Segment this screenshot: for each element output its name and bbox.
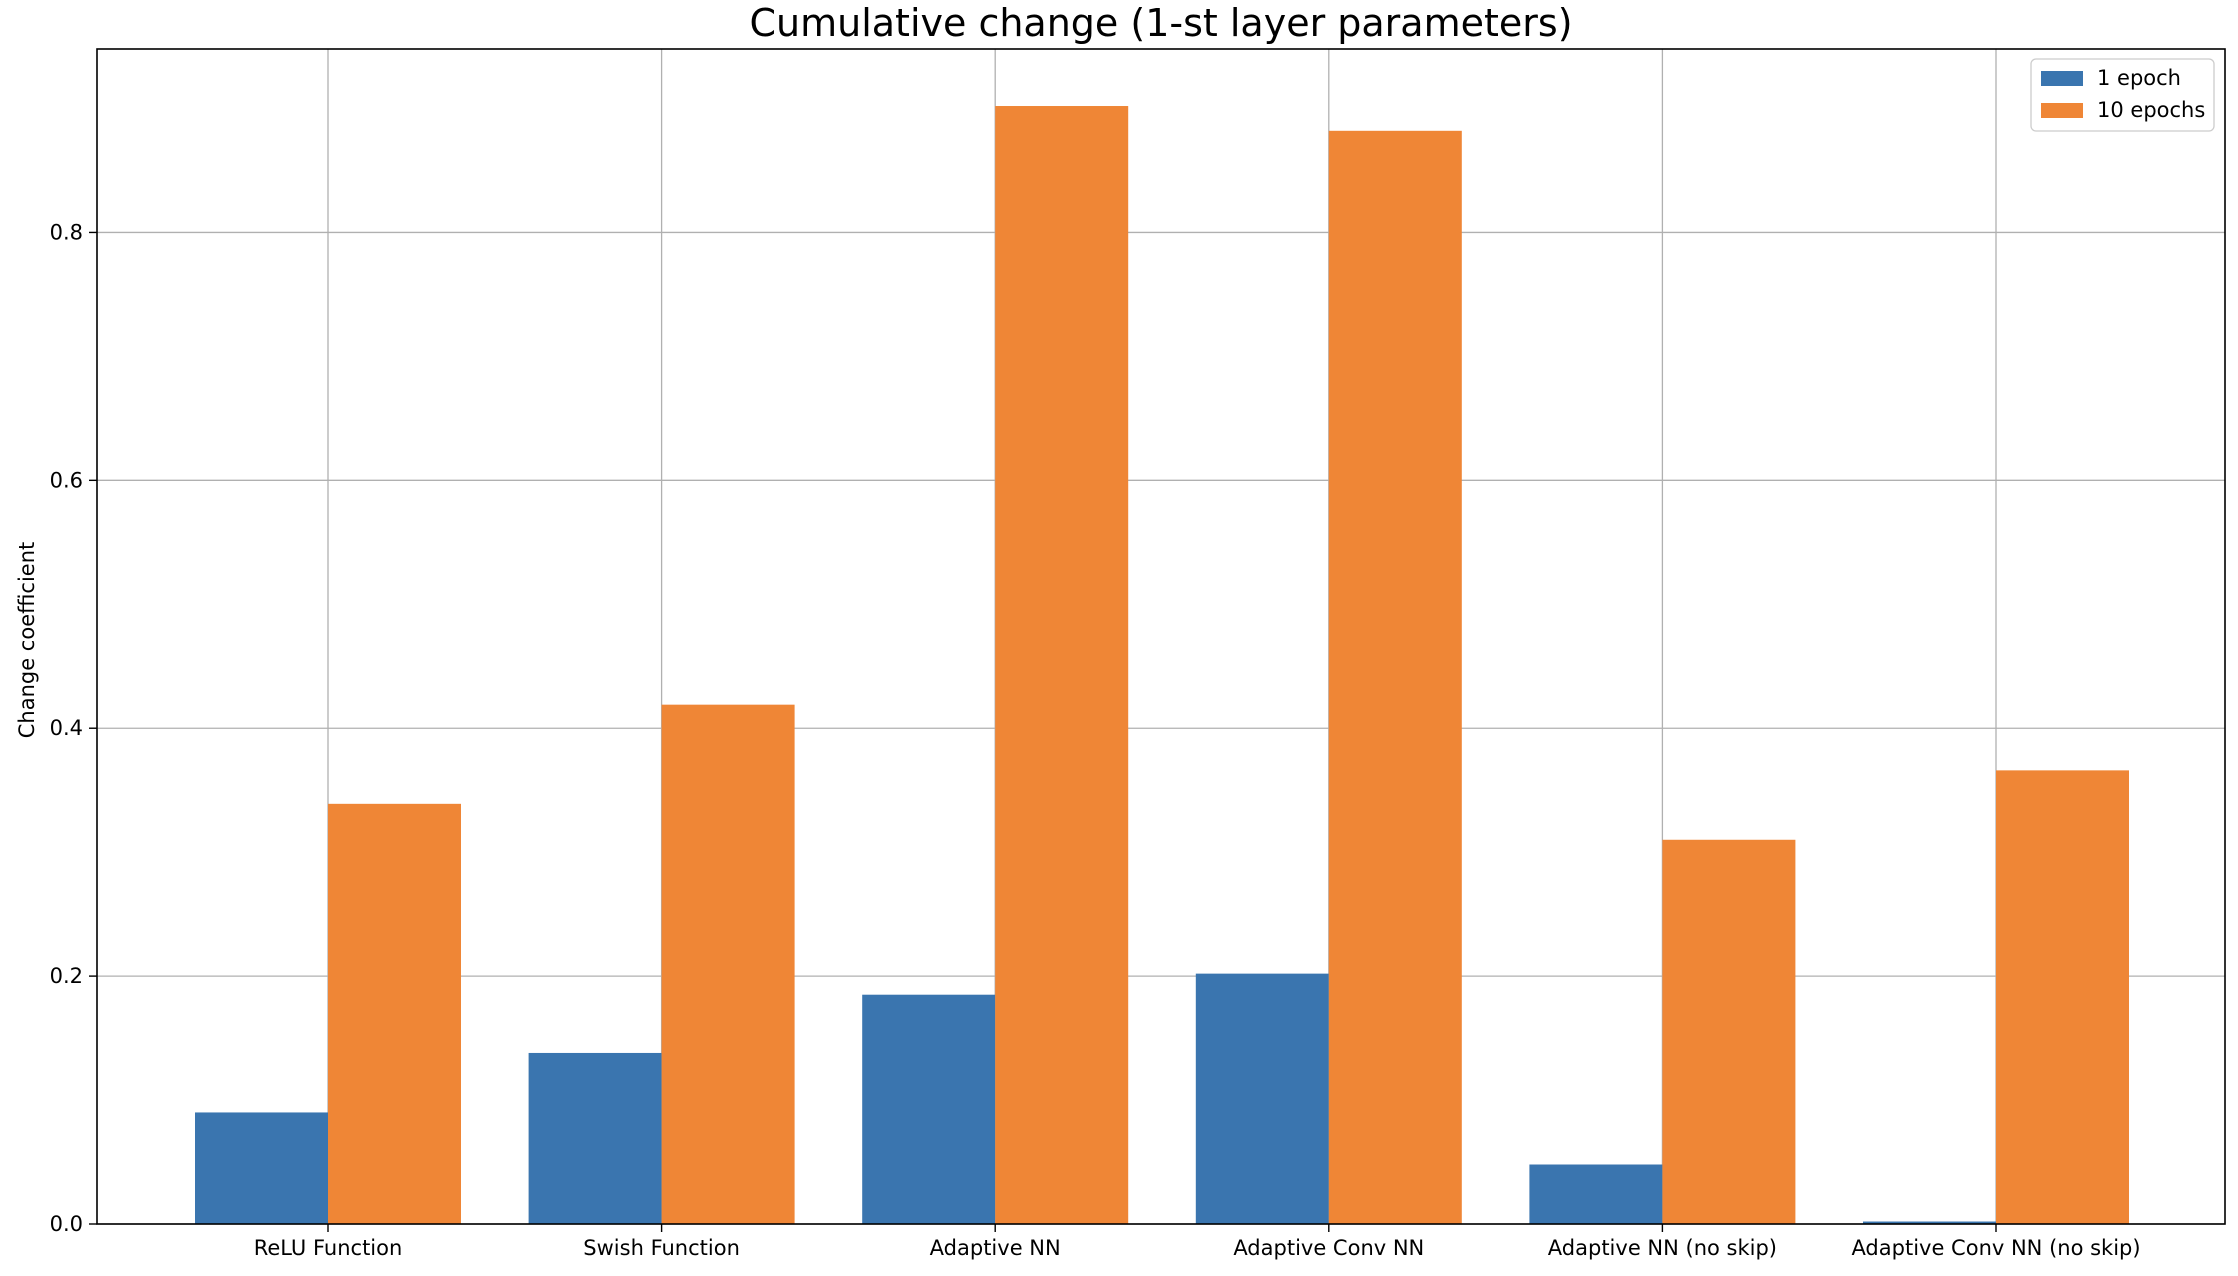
- legend-label: 1 epoch: [2097, 66, 2181, 90]
- y-tick-label: 0.2: [50, 964, 83, 988]
- bar-series1: [1529, 1164, 1663, 1224]
- bar-series1: [862, 994, 996, 1224]
- y-tick-label: 0.6: [50, 468, 83, 492]
- plot-frame: [96, 48, 2226, 1225]
- x-tick-label: ReLU Function: [254, 1236, 403, 1260]
- y-tick-label: 0.0: [50, 1212, 83, 1236]
- bar-series1: [1863, 1221, 1996, 1224]
- bar-series2: [1328, 130, 1462, 1224]
- bar-series2: [661, 704, 795, 1224]
- bar-series1: [1195, 973, 1329, 1224]
- bar-series2: [1662, 839, 1796, 1224]
- legend: 1 epoch 10 epochs: [2030, 58, 2215, 132]
- x-tick-label: Adaptive Conv NN: [1233, 1236, 1424, 1260]
- x-tick-label: Adaptive Conv NN (no skip): [1851, 1236, 2140, 1260]
- axes: 0.0 0.2 0.4 0.6 0.8 ReLU Function Swish Functi…: [50, 48, 2226, 1260]
- y-axis-label: Change coefficient: [15, 542, 39, 739]
- bar-series2: [328, 803, 461, 1224]
- bar-series2: [1996, 770, 2129, 1224]
- chart-title: Cumulative change (1-st layer parameters…: [749, 1, 1572, 45]
- x-tick-label: Swish Function: [583, 1236, 740, 1260]
- x-tick-label: Adaptive NN (no skip): [1548, 1236, 1777, 1260]
- bars: [195, 106, 2129, 1224]
- legend-label: 10 epochs: [2097, 98, 2205, 122]
- y-tick-label: 0.8: [50, 220, 83, 244]
- bar-series1: [195, 1112, 328, 1224]
- bar-series1: [528, 1052, 662, 1224]
- x-tick-label: Adaptive NN: [930, 1236, 1061, 1260]
- bar-series2: [995, 106, 1129, 1224]
- legend-swatch: [2041, 103, 2083, 118]
- y-tick-label: 0.4: [50, 716, 83, 740]
- legend-swatch: [2041, 71, 2083, 86]
